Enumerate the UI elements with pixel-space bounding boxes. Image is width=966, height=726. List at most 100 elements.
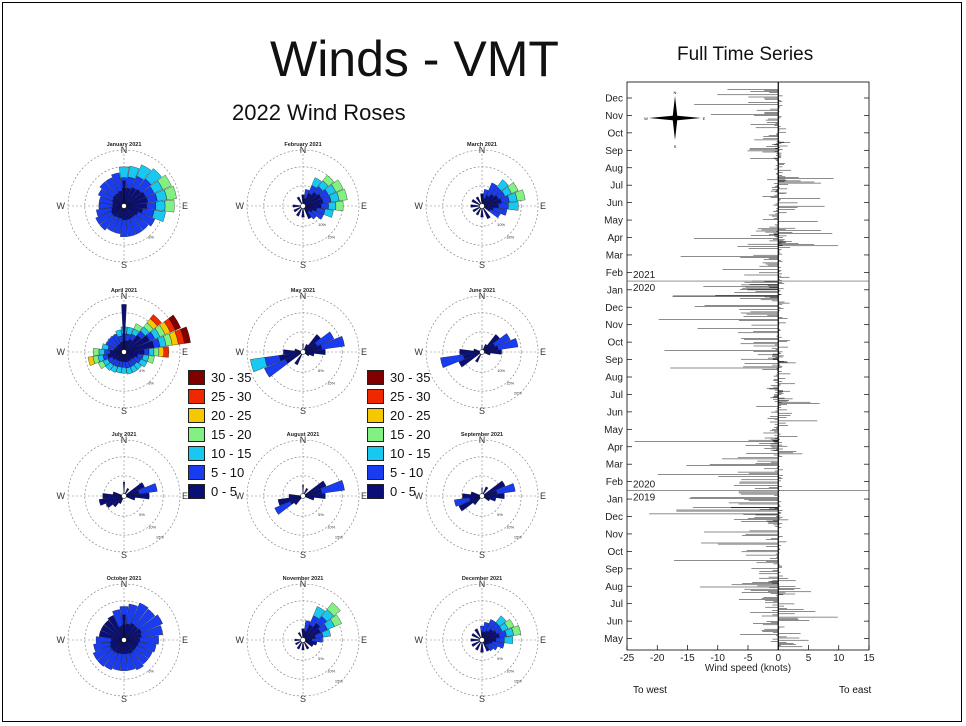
compass-label: N xyxy=(300,145,307,155)
y-tick-label: Nov xyxy=(605,320,623,331)
compass-label: E xyxy=(361,491,367,501)
rose-bar xyxy=(470,491,483,497)
ring-label: 10% xyxy=(497,222,505,227)
rose-bar xyxy=(138,614,163,633)
compass-label: W xyxy=(415,347,424,357)
compass-label: E xyxy=(540,201,546,211)
ring-label: 10% xyxy=(506,524,514,529)
rose-bar xyxy=(330,614,342,627)
compass-label: E xyxy=(361,635,367,645)
rose-bar xyxy=(123,492,150,500)
rose-center xyxy=(121,493,127,499)
to-west-label: To west xyxy=(633,685,667,696)
y-tick-label: Aug xyxy=(605,163,623,174)
compass-label: S xyxy=(121,550,127,560)
wind-rose-title: July 2021 xyxy=(112,432,137,438)
legend-label: 0 - 5 xyxy=(390,484,417,499)
rose-bar xyxy=(481,639,490,652)
rose-bar xyxy=(98,202,113,210)
compass-label: N xyxy=(300,579,307,589)
compass-label: S xyxy=(479,260,485,270)
legend-swatch xyxy=(188,370,205,385)
rose-bar xyxy=(440,354,465,368)
rose-bar xyxy=(481,334,500,353)
wind-rose-title: June 2021 xyxy=(469,288,496,294)
legend-label: 10 - 15 xyxy=(390,446,431,461)
y-tick-label: Jul xyxy=(610,390,623,401)
y-tick-label: Nov xyxy=(605,111,623,122)
rose-spike xyxy=(121,304,127,353)
x-tick-label: -10 xyxy=(711,653,726,664)
rose-bar xyxy=(458,495,483,512)
rose-bar xyxy=(103,619,125,641)
legend-item: 15 - 20 xyxy=(367,425,457,444)
ring-label: 5% xyxy=(497,512,503,517)
rose-center xyxy=(479,203,485,209)
wind-rose-title: September 2021 xyxy=(461,432,503,438)
rose-bar xyxy=(320,336,345,350)
compass-label: N xyxy=(479,435,486,445)
rose-bar xyxy=(115,329,122,338)
rose-ring xyxy=(425,295,539,409)
rose-bar xyxy=(98,196,114,205)
compass-label: E xyxy=(540,347,546,357)
rose-bar xyxy=(313,606,326,620)
y-tick-label: Jun xyxy=(607,198,623,209)
ring-label: 15% xyxy=(327,234,335,239)
legend-swatch xyxy=(367,408,384,423)
compass-label: E xyxy=(182,347,188,357)
compass-label: S xyxy=(479,694,485,704)
rose-bar xyxy=(458,351,483,368)
x-tick-label: 15 xyxy=(863,653,875,664)
rose-bar xyxy=(492,207,508,216)
rose-bar xyxy=(120,219,128,237)
rose-bar xyxy=(303,189,310,200)
wind-series-path xyxy=(634,89,839,648)
rose-bar xyxy=(320,480,345,494)
rose-bar xyxy=(304,620,311,633)
rose-bar xyxy=(481,205,491,220)
rose-bar xyxy=(481,486,489,497)
rose-bar xyxy=(130,364,138,373)
rose-bar xyxy=(482,622,489,633)
y-tick-label: Aug xyxy=(605,582,623,593)
rose-bar xyxy=(335,200,344,212)
rose-spike xyxy=(302,484,304,497)
y-tick-label: Jul xyxy=(610,181,623,192)
legend-item: 0 - 5 xyxy=(188,482,278,501)
rose-ring xyxy=(67,295,181,409)
rose-bar xyxy=(471,639,483,647)
rose-bar xyxy=(294,351,304,366)
rose-bar xyxy=(511,625,521,636)
rose-spike xyxy=(302,634,304,641)
rose-bar xyxy=(485,619,496,633)
rose-bar xyxy=(301,639,305,651)
rose-bar xyxy=(123,482,145,497)
year-label: 2019 xyxy=(633,492,656,503)
compass-label: W xyxy=(415,635,424,645)
y-tick-label: May xyxy=(604,216,623,227)
rose-bar xyxy=(98,360,106,370)
rose-bar xyxy=(111,333,121,346)
rose-bar xyxy=(475,205,483,216)
rose-bar xyxy=(454,497,471,507)
rose-bar xyxy=(98,630,125,641)
rose-bar xyxy=(134,608,156,630)
legend-label: 0 - 5 xyxy=(211,484,238,499)
ring-label: 5% xyxy=(318,512,324,517)
legend-label: 5 - 10 xyxy=(211,465,245,480)
rose-bar xyxy=(472,205,483,213)
y-tick-label: Dec xyxy=(605,512,623,523)
wind-rose-title: October 2021 xyxy=(107,576,142,582)
y-tick-label: Dec xyxy=(605,303,623,314)
wind-roses-subtitle: 2022 Wind Roses xyxy=(232,100,406,125)
rose-bar xyxy=(480,639,484,653)
x-tick-label: -15 xyxy=(680,653,695,664)
rose-spike xyxy=(122,180,126,207)
rose-bar xyxy=(112,609,123,628)
ring-label: 10% xyxy=(506,668,514,673)
rose-bar xyxy=(123,495,136,501)
compass-label: W xyxy=(57,201,66,211)
rose-bar xyxy=(311,637,323,643)
